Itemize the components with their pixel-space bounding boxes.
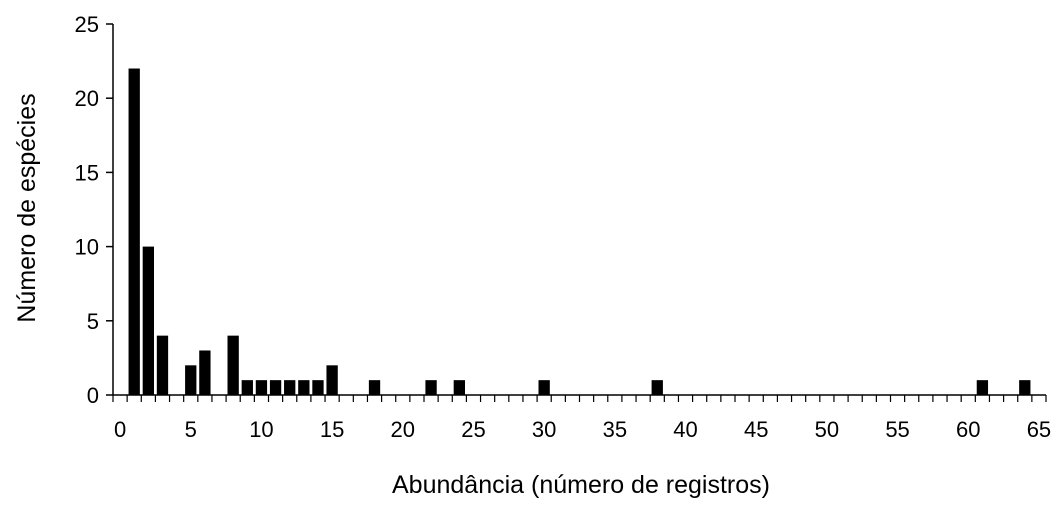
y-ticks: 0 5 10 15 20 25 (75, 12, 113, 408)
y-tick-label: 0 (87, 383, 99, 408)
y-tick-label: 10 (75, 235, 99, 260)
bar (453, 380, 465, 395)
bar (128, 68, 140, 396)
x-tick-label: 45 (744, 417, 768, 442)
x-tick-label: 25 (461, 417, 485, 442)
x-tick-label: 60 (956, 417, 980, 442)
bar (538, 380, 550, 395)
bar (199, 350, 211, 395)
bars (128, 68, 1031, 396)
bar (425, 380, 437, 395)
bar (142, 246, 154, 395)
y-axis-title: Número de espécies (13, 93, 41, 322)
x-tick-label: 15 (320, 417, 344, 442)
x-tick-label: 0 (114, 417, 126, 442)
x-tick-label: 40 (673, 417, 697, 442)
bar (185, 365, 197, 395)
x-tick-label: 55 (885, 417, 909, 442)
bar (368, 380, 381, 395)
x-axis-title: Abundância (número de registros) (392, 471, 770, 499)
y-tick-label: 25 (75, 12, 99, 37)
bar (976, 380, 989, 395)
axes (112, 24, 1046, 396)
bar (255, 380, 268, 395)
y-tick-label: 20 (75, 86, 99, 111)
x-tick-label: 10 (249, 417, 273, 442)
x-tick-label: 5 (185, 417, 197, 442)
bar (284, 380, 296, 395)
bar (227, 335, 239, 395)
y-tick-label: 15 (75, 160, 99, 185)
bar (312, 380, 324, 395)
bar (651, 380, 663, 395)
y-tick-label: 5 (87, 309, 99, 334)
bar (241, 380, 253, 395)
bar (156, 335, 169, 395)
bar (269, 380, 282, 395)
x-tick-label: 50 (815, 417, 839, 442)
x-ticks: 0 5 10 15 20 25 30 35 40 45 50 55 60 65 (112, 395, 1051, 442)
bar (1019, 380, 1031, 395)
x-tick-label: 65 (1027, 417, 1051, 442)
bar (298, 380, 310, 395)
x-tick-label: 30 (532, 417, 556, 442)
x-tick-label: 35 (603, 417, 627, 442)
x-tick-label: 20 (391, 417, 415, 442)
bar (326, 365, 338, 395)
